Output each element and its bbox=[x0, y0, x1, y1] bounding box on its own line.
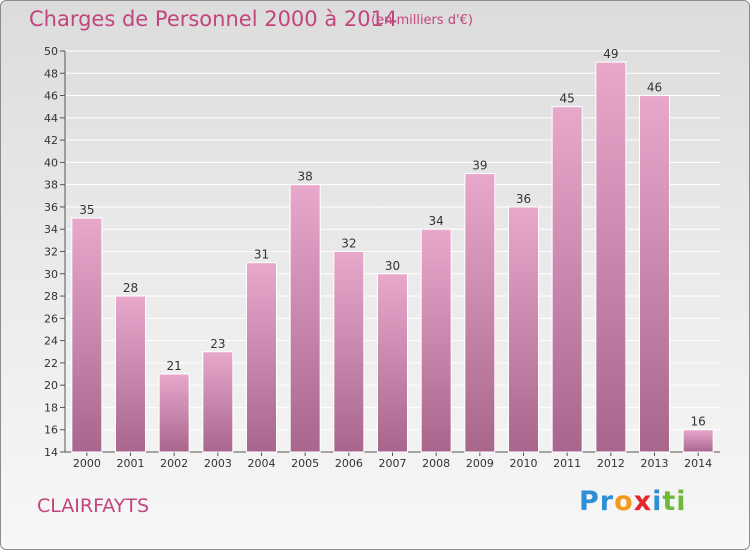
data-label-2007: 30 bbox=[385, 259, 400, 273]
x-tick-label-2005: 2005 bbox=[291, 457, 319, 470]
x-tick-label-2000: 2000 bbox=[73, 457, 101, 470]
data-label-2003: 23 bbox=[210, 337, 225, 351]
y-tick-label: 16 bbox=[44, 424, 58, 437]
x-tick-label-2011: 2011 bbox=[553, 457, 581, 470]
logo-letter: t bbox=[662, 486, 677, 517]
chart-subtitle: (en milliers d'€) bbox=[371, 13, 473, 28]
x-tick-label-2006: 2006 bbox=[335, 457, 363, 470]
y-tick-label: 28 bbox=[44, 290, 58, 303]
x-tick-label-2001: 2001 bbox=[117, 457, 145, 470]
x-tick-label-2013: 2013 bbox=[641, 457, 669, 470]
bar-2004 bbox=[246, 262, 277, 453]
logo-letter: x bbox=[633, 486, 653, 517]
logo-letter: o bbox=[614, 486, 634, 517]
data-label-2013: 46 bbox=[647, 81, 662, 95]
logo-letter: r bbox=[599, 486, 615, 517]
y-tick-label: 38 bbox=[44, 179, 58, 192]
y-tick-label: 44 bbox=[44, 112, 58, 125]
y-tick-label: 50 bbox=[44, 45, 58, 58]
bar-2012 bbox=[595, 61, 627, 453]
bar-2009 bbox=[464, 173, 496, 453]
bar-2007 bbox=[377, 273, 408, 453]
bar-2008 bbox=[420, 228, 452, 453]
data-label-2004: 31 bbox=[254, 248, 269, 262]
x-tick-label-2002: 2002 bbox=[160, 457, 188, 470]
bar-2011 bbox=[551, 106, 583, 453]
labels: 14 16 18 20 22 24 26 28 30 32 34 36 38 40 42 44 46 48 50 35… bbox=[44, 45, 712, 470]
proxiti-logo[interactable]: Proxiti bbox=[579, 486, 687, 517]
y-tick-label: 34 bbox=[44, 223, 58, 236]
y-tick-label: 42 bbox=[44, 134, 58, 147]
y-tick-label: 18 bbox=[44, 401, 58, 414]
data-label-2001: 28 bbox=[123, 281, 138, 295]
x-tick-label-2007: 2007 bbox=[379, 457, 407, 470]
chart-title: Charges de Personnel 2000 à 2014 bbox=[29, 7, 398, 31]
bar-2014 bbox=[682, 429, 714, 453]
logo-letter: i bbox=[652, 486, 663, 517]
bars bbox=[71, 61, 714, 453]
bar-2002 bbox=[158, 373, 190, 453]
data-label-2012: 49 bbox=[603, 47, 618, 61]
bar-2005 bbox=[289, 184, 321, 453]
bar-2003 bbox=[202, 351, 234, 453]
y-tick-label: 26 bbox=[44, 312, 58, 325]
bar-2000 bbox=[71, 217, 103, 453]
commune-name: CLAIRFAYTS bbox=[37, 495, 150, 517]
y-tick-label: 32 bbox=[44, 246, 58, 259]
bar-2013 bbox=[639, 95, 670, 453]
y-tick-label: 40 bbox=[44, 156, 58, 169]
data-label-2009: 39 bbox=[472, 159, 487, 173]
x-tick-label-2008: 2008 bbox=[422, 457, 450, 470]
bar-2006 bbox=[333, 251, 365, 453]
data-label-2002: 21 bbox=[167, 359, 182, 373]
y-tick-label: 24 bbox=[44, 335, 58, 348]
logo-letter: P bbox=[579, 486, 600, 517]
y-tick-label: 48 bbox=[44, 67, 58, 80]
data-label-2000: 35 bbox=[79, 203, 94, 217]
x-tick-label-2009: 2009 bbox=[466, 457, 494, 470]
bar-2001 bbox=[115, 295, 146, 453]
data-label-2005: 38 bbox=[298, 170, 313, 184]
data-label-2011: 45 bbox=[560, 92, 575, 106]
x-tick-label-2012: 2012 bbox=[597, 457, 625, 470]
y-tick-label: 14 bbox=[44, 446, 58, 459]
data-label-2008: 34 bbox=[429, 214, 444, 228]
y-tick-label: 22 bbox=[44, 357, 58, 370]
x-tick-label-2003: 2003 bbox=[204, 457, 232, 470]
x-tick-label-2004: 2004 bbox=[248, 457, 276, 470]
y-tick-label: 30 bbox=[44, 268, 58, 281]
y-tick-label: 20 bbox=[44, 379, 58, 392]
y-tick-label: 46 bbox=[44, 90, 58, 103]
logo-letter: i bbox=[676, 486, 687, 517]
data-label-2010: 36 bbox=[516, 192, 531, 206]
x-tick-label-2014: 2014 bbox=[684, 457, 712, 470]
data-label-2006: 32 bbox=[341, 237, 356, 251]
y-tick-label: 36 bbox=[44, 201, 58, 214]
data-label-2014: 16 bbox=[691, 415, 706, 429]
bar-2010 bbox=[508, 206, 539, 453]
x-tick-label-2010: 2010 bbox=[510, 457, 538, 470]
